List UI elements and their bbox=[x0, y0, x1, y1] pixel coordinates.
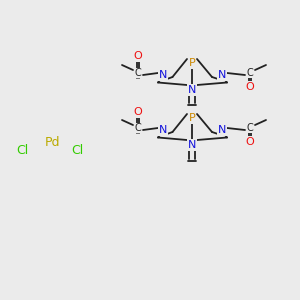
Text: O: O bbox=[134, 51, 142, 61]
Text: O: O bbox=[246, 82, 254, 92]
Text: Cl: Cl bbox=[71, 143, 83, 157]
Text: Pd: Pd bbox=[44, 136, 60, 149]
Text: C: C bbox=[135, 68, 141, 78]
Text: P: P bbox=[189, 113, 195, 123]
Text: N: N bbox=[218, 125, 226, 135]
Text: P: P bbox=[189, 58, 195, 68]
Text: Cl: Cl bbox=[16, 143, 28, 157]
Text: N: N bbox=[218, 70, 226, 80]
Text: C: C bbox=[135, 123, 141, 133]
Text: N: N bbox=[159, 70, 167, 80]
Text: C: C bbox=[247, 68, 254, 78]
Text: N: N bbox=[188, 85, 196, 95]
Text: C: C bbox=[247, 123, 254, 133]
Text: O: O bbox=[246, 137, 254, 147]
Text: O: O bbox=[134, 107, 142, 117]
Text: N: N bbox=[188, 140, 196, 150]
Text: N: N bbox=[159, 125, 167, 135]
